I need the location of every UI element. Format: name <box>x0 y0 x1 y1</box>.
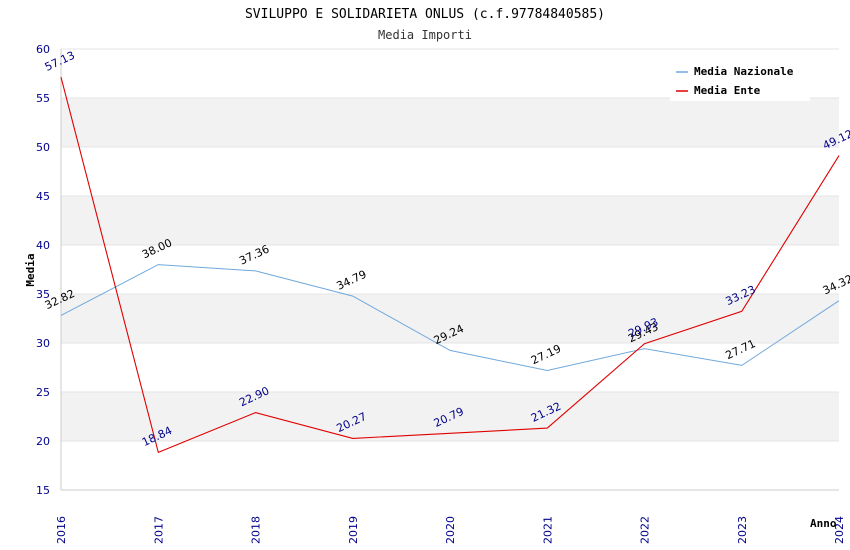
x-tick-label: 2020 <box>444 516 457 544</box>
y-tick-label: 45 <box>36 190 50 203</box>
x-axis-label: Anno <box>810 517 837 530</box>
y-tick-label: 30 <box>36 337 50 350</box>
grid-bands <box>60 48 839 491</box>
y-axis-ticks: 15 20 25 30 35 40 45 50 55 60 <box>36 43 50 497</box>
y-tick-label: 20 <box>36 435 50 448</box>
grid-band <box>61 196 839 245</box>
grid-band <box>61 98 839 147</box>
x-tick-label: 2019 <box>347 516 360 544</box>
x-tick-label: 2017 <box>152 516 165 544</box>
series-line-media-ente <box>60 76 840 454</box>
legend-label-media-nazionale: Media Nazionale <box>694 65 794 78</box>
legend: Media Nazionale Media Ente <box>670 56 810 101</box>
x-tick-label: 2021 <box>541 516 554 544</box>
x-tick-label: 2022 <box>639 516 652 544</box>
x-tick-label: 2016 <box>55 516 68 544</box>
chart-title: SVILUPPO E SOLIDARIETA ONLUS (c.f.977848… <box>245 7 605 22</box>
y-tick-label: 25 <box>36 386 50 399</box>
y-tick-label: 15 <box>36 484 50 497</box>
y-tick-label: 35 <box>36 288 50 301</box>
legend-box <box>670 56 810 101</box>
grid-band <box>61 294 839 343</box>
y-tick-label: 55 <box>36 92 50 105</box>
series-line-media-nazionale <box>60 264 840 372</box>
x-tick-label: 2023 <box>736 516 749 544</box>
x-tick-label: 2018 <box>250 516 263 544</box>
legend-label-media-ente: Media Ente <box>694 84 761 97</box>
chart-subtitle: Media Importi <box>378 28 472 42</box>
x-axis-ticks: 2016 2017 2018 2019 2020 2021 2022 2023 2024 <box>55 516 846 544</box>
x-tick-label: 2024 <box>833 516 846 544</box>
y-tick-label: 40 <box>36 239 50 252</box>
y-tick-label: 60 <box>36 43 50 56</box>
y-axis-label: Media <box>24 253 37 286</box>
series-lines <box>60 76 840 454</box>
y-tick-label: 50 <box>36 141 50 154</box>
